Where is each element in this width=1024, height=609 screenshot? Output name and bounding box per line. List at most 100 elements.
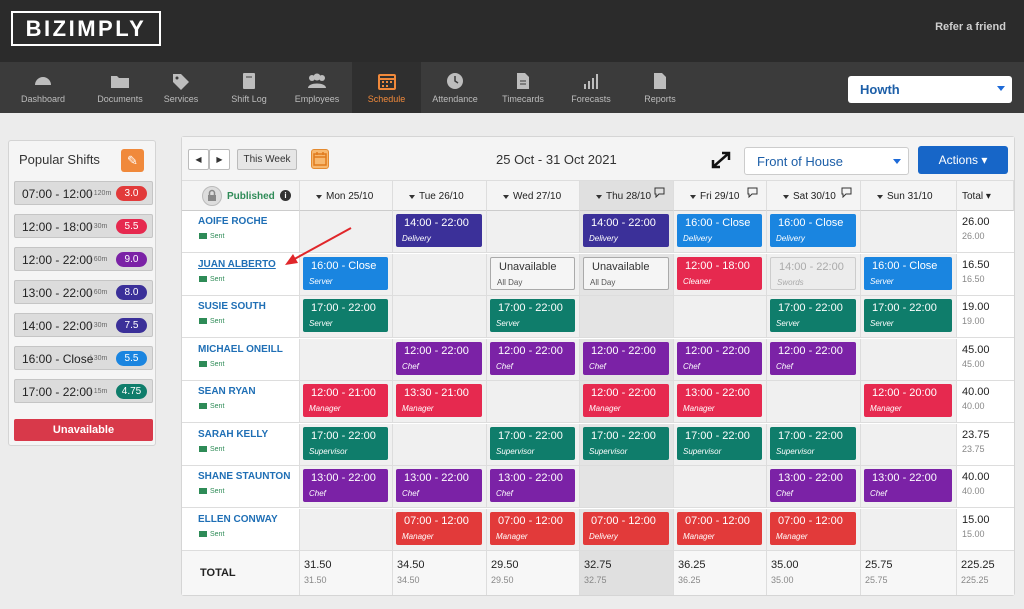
shift-block[interactable]: 12:00 - 22:00 Chef bbox=[677, 341, 762, 375]
shift-block[interactable]: 12:00 - 21:00 Manager bbox=[303, 384, 388, 417]
popular-shift-item[interactable]: 16:00 - Close | 30m 5.5 bbox=[14, 346, 153, 370]
comment-icon[interactable] bbox=[654, 187, 665, 201]
shift-block[interactable]: 17:00 - 22:00 Supervisor bbox=[770, 426, 856, 460]
day-header-2[interactable]: Tue 26/10 bbox=[393, 181, 487, 211]
shift-block[interactable]: 13:00 - 22:00 Chef bbox=[303, 469, 388, 502]
popular-shift-item[interactable]: 17:00 - 22:00 | 15m 4.75 bbox=[14, 379, 153, 403]
shift-block[interactable]: 13:00 - 22:00 Manager bbox=[677, 384, 762, 417]
nav-forecasts[interactable]: Forecasts bbox=[557, 62, 625, 113]
shift-cell[interactable] bbox=[393, 296, 487, 338]
shift-block[interactable]: 13:00 - 22:00 Chef bbox=[770, 469, 856, 502]
shift-cell[interactable]: 16:00 - Close Server bbox=[300, 253, 393, 296]
employee-name[interactable]: ELLEN CONWAY bbox=[198, 513, 278, 525]
shift-block[interactable]: 16:00 - Close Delivery bbox=[677, 214, 762, 247]
lock-icon[interactable] bbox=[202, 186, 222, 209]
shift-cell[interactable]: 12:00 - 22:00 Chef bbox=[580, 338, 674, 381]
popular-shift-item[interactable]: 12:00 - 18:00 | 30m 5.5 bbox=[14, 214, 153, 238]
shift-block[interactable]: 17:00 - 22:00 Server bbox=[770, 299, 856, 332]
shift-block[interactable]: 16:00 - Close Server bbox=[303, 256, 388, 290]
popular-shift-item[interactable]: 13:00 - 22:00 | 60m 8.0 bbox=[14, 280, 153, 304]
shift-cell[interactable]: 12:00 - 22:00 Chef bbox=[393, 338, 487, 381]
shift-block[interactable]: 07:00 - 12:00 Manager bbox=[770, 511, 856, 545]
shift-cell[interactable] bbox=[674, 296, 767, 338]
shift-block[interactable]: 13:00 - 22:00 Chef bbox=[490, 469, 575, 502]
nav-documents[interactable]: Documents bbox=[86, 62, 154, 113]
shift-cell[interactable]: 16:00 - Close Server bbox=[861, 253, 957, 296]
shift-cell[interactable]: 17:00 - 22:00 Supervisor bbox=[300, 423, 393, 466]
shift-cell[interactable]: 16:00 - Close Delivery bbox=[767, 211, 861, 253]
shift-cell[interactable]: 14:00 - 22:00 Delivery bbox=[393, 211, 487, 253]
shift-cell[interactable]: 12:00 - 18:00 Cleaner bbox=[674, 253, 767, 296]
shift-block[interactable]: 17:00 - 22:00 Server bbox=[303, 299, 388, 332]
employee-name[interactable]: SHANE STAUNTON bbox=[198, 471, 291, 482]
shift-cell[interactable]: 12:00 - 22:00 Chef bbox=[674, 338, 767, 381]
shift-cell[interactable]: 12:00 - 21:00 Manager bbox=[300, 381, 393, 423]
shift-cell[interactable]: 07:00 - 12:00 Manager bbox=[767, 508, 861, 551]
day-header-6[interactable]: Sat 30/10 bbox=[767, 181, 861, 211]
nav-employees[interactable]: Employees bbox=[283, 62, 351, 113]
nav-timecards[interactable]: Timecards bbox=[489, 62, 557, 113]
day-header-3[interactable]: Wed 27/10 bbox=[487, 181, 580, 211]
shift-cell[interactable] bbox=[580, 466, 674, 508]
shift-cell[interactable]: Unavailable All Day bbox=[580, 253, 674, 296]
shift-block[interactable]: 14:00 - 22:00 Delivery bbox=[583, 214, 669, 247]
prev-week-button[interactable]: ◀ bbox=[188, 149, 209, 170]
shift-cell[interactable] bbox=[300, 211, 393, 253]
nav-schedule[interactable]: Schedule bbox=[352, 62, 421, 113]
pencil-icon[interactable]: ✎ bbox=[121, 149, 144, 172]
shift-cell[interactable] bbox=[861, 423, 957, 466]
shift-cell[interactable]: 13:00 - 22:00 Chef bbox=[300, 466, 393, 508]
shift-cell[interactable]: 17:00 - 22:00 Supervisor bbox=[767, 423, 861, 466]
shift-block[interactable]: 12:00 - 22:00 Chef bbox=[770, 341, 856, 375]
shift-cell[interactable]: 17:00 - 22:00 Supervisor bbox=[487, 423, 580, 466]
employee-name[interactable]: JUAN ALBERTO bbox=[198, 258, 276, 270]
shift-cell[interactable]: 12:00 - 20:00 Manager bbox=[861, 381, 957, 423]
popular-shift-item[interactable]: 14:00 - 22:00 | 30m 7.5 bbox=[14, 313, 153, 337]
shift-cell[interactable]: 13:00 - 22:00 Chef bbox=[767, 466, 861, 508]
shift-cell[interactable]: 17:00 - 22:00 Server bbox=[861, 296, 957, 338]
shift-block[interactable]: 14:00 - 22:00 Swords bbox=[770, 256, 856, 290]
shift-block[interactable]: 07:00 - 12:00 Delivery bbox=[583, 511, 669, 545]
next-week-button[interactable]: ▶ bbox=[209, 149, 230, 170]
bizimply-logo[interactable]: BIZIMPLY bbox=[11, 11, 161, 46]
shift-cell[interactable]: 13:00 - 22:00 Manager bbox=[674, 381, 767, 423]
shift-cell[interactable] bbox=[487, 381, 580, 423]
shift-cell[interactable] bbox=[861, 211, 957, 253]
shift-cell[interactable] bbox=[861, 508, 957, 551]
shift-cell[interactable] bbox=[580, 296, 674, 338]
day-header-4[interactable]: Thu 28/10 bbox=[580, 181, 674, 211]
department-select[interactable]: Front of House bbox=[744, 147, 909, 175]
employee-name[interactable]: SEAN RYAN bbox=[198, 386, 256, 397]
shift-cell[interactable]: 17:00 - 22:00 Server bbox=[767, 296, 861, 338]
shift-cell[interactable]: Unavailable All Day bbox=[487, 253, 580, 296]
refer-a-friend-link[interactable]: Refer a friend bbox=[935, 21, 1006, 33]
shift-cell[interactable] bbox=[861, 338, 957, 381]
shift-block[interactable]: 07:00 - 12:00 Manager bbox=[677, 511, 762, 545]
shift-block[interactable]: 16:00 - Close Delivery bbox=[770, 214, 856, 247]
shift-block[interactable]: Unavailable All Day bbox=[490, 256, 575, 290]
nav-shift-log[interactable]: Shift Log bbox=[215, 62, 283, 113]
popular-shift-item[interactable]: 07:00 - 12:00 | 120m 3.0 bbox=[14, 181, 153, 205]
day-header-7[interactable]: Sun 31/10 bbox=[861, 181, 957, 211]
calendar-icon[interactable] bbox=[311, 149, 329, 169]
shift-block[interactable]: 17:00 - 22:00 Supervisor bbox=[677, 426, 762, 460]
shift-cell[interactable]: 13:00 - 22:00 Chef bbox=[861, 466, 957, 508]
shift-block[interactable]: 12:00 - 22:00 Manager bbox=[583, 384, 669, 417]
total-header[interactable]: Total ▾ bbox=[957, 181, 1014, 211]
employee-name[interactable]: SARAH KELLY bbox=[198, 428, 269, 440]
shift-block[interactable]: 17:00 - 22:00 Supervisor bbox=[583, 426, 669, 460]
day-header-1[interactable]: Mon 25/10 bbox=[300, 181, 393, 211]
nav-attendance[interactable]: Attendance bbox=[421, 62, 489, 113]
comment-icon[interactable] bbox=[841, 187, 852, 201]
shift-block[interactable]: 16:00 - Close Server bbox=[864, 256, 952, 290]
shift-cell[interactable]: 12:00 - 22:00 Manager bbox=[580, 381, 674, 423]
shift-block[interactable]: 17:00 - 22:00 Supervisor bbox=[303, 426, 388, 460]
employee-name[interactable]: MICHAEL ONEILL bbox=[198, 343, 283, 355]
employee-name[interactable]: SUSIE SOUTH bbox=[198, 301, 266, 312]
shift-block[interactable]: 17:00 - 22:00 Supervisor bbox=[490, 426, 575, 460]
shift-cell[interactable] bbox=[393, 253, 487, 296]
shift-block[interactable]: 13:00 - 22:00 Chef bbox=[396, 469, 482, 502]
unavailable-button[interactable]: Unavailable bbox=[14, 419, 153, 441]
shift-cell[interactable] bbox=[300, 508, 393, 551]
shift-cell[interactable]: 16:00 - Close Delivery bbox=[674, 211, 767, 253]
